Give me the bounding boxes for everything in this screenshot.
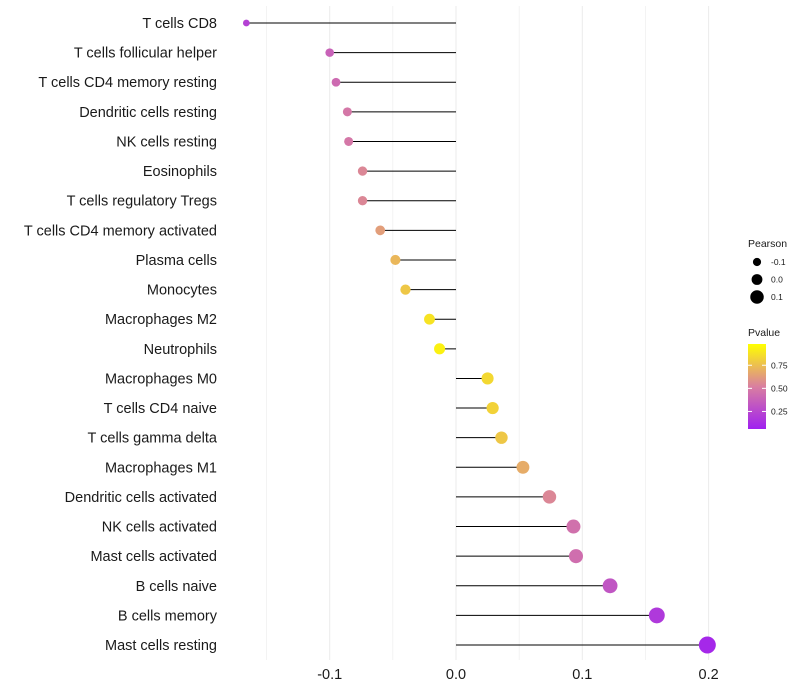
data-point: [495, 431, 508, 444]
category-label: Mast cells resting: [105, 638, 217, 654]
data-point: [542, 490, 557, 504]
category-label: T cells CD8: [142, 16, 217, 32]
grid-lines: [266, 6, 710, 660]
category-label: Dendritic cells resting: [79, 105, 217, 121]
data-point: [344, 136, 354, 146]
category-label: Macrophages M2: [105, 312, 217, 328]
category-label: Mast cells activated: [90, 549, 217, 565]
data-point: [357, 196, 368, 206]
size-legend-dot: [751, 274, 763, 285]
data-point: [486, 401, 499, 415]
size-legend-items: -0.1 0.0 0.1: [750, 257, 786, 304]
colorbar-tick-label: 0.75: [771, 360, 788, 370]
data-point: [400, 284, 411, 295]
category-labels: T cells CD8 T cells follicular helper T ce…: [24, 16, 218, 654]
lollipop-stems: [246, 22, 708, 646]
category-label: T cells CD4 naive: [104, 401, 217, 417]
category-label: Monocytes: [147, 283, 217, 299]
size-legend-dot: [752, 257, 762, 267]
category-label: T cells CD4 memory resting: [38, 75, 217, 91]
colorbar-tick-label: 0.25: [771, 406, 788, 416]
data-point: [602, 578, 618, 594]
color-legend-title: Pvalue: [748, 327, 780, 339]
x-tick-label: 0.2: [699, 667, 719, 683]
category-label: Macrophages M1: [105, 460, 217, 476]
pvalue-colorbar: [748, 344, 766, 429]
legend: Pearson -0.1 0.0 0.1 Pvalue 0.75 0.50 0.25: [748, 238, 788, 429]
lollipop-points: [242, 19, 716, 654]
category-label: NK cells activated: [102, 520, 217, 536]
data-point: [357, 166, 368, 176]
category-label: T cells CD4 memory activated: [24, 223, 217, 239]
category-label: T cells regulatory Tregs: [67, 194, 217, 210]
data-point: [566, 519, 581, 534]
data-point: [325, 48, 335, 57]
colorbar-tick-label: 0.50: [771, 383, 788, 393]
data-point: [424, 313, 435, 325]
data-point: [568, 549, 584, 564]
data-point: [434, 343, 446, 355]
size-legend-label: -0.1: [771, 257, 786, 267]
x-tick-label: 0.0: [446, 667, 466, 683]
category-label: T cells follicular helper: [74, 46, 217, 62]
category-label: T cells gamma delta: [88, 431, 218, 447]
data-point: [481, 372, 494, 385]
category-label: Macrophages M0: [105, 371, 217, 387]
category-label: Eosinophils: [143, 164, 217, 180]
data-point: [242, 19, 250, 27]
data-point: [648, 607, 665, 624]
category-label: Plasma cells: [136, 253, 217, 269]
category-label: B cells memory: [118, 608, 218, 624]
x-tick-label: -0.1: [317, 667, 342, 683]
category-label: Neutrophils: [144, 342, 217, 358]
size-legend-dot: [750, 290, 764, 304]
data-point: [331, 77, 341, 87]
category-label: NK cells resting: [116, 134, 217, 150]
data-point: [390, 254, 401, 265]
data-point: [375, 225, 386, 236]
category-label: Dendritic cells activated: [65, 490, 217, 506]
category-label: B cells naive: [136, 579, 217, 595]
size-legend-label: 0.1: [771, 292, 783, 302]
data-point: [698, 636, 716, 654]
x-tick-label: 0.1: [572, 667, 592, 683]
data-point: [516, 460, 530, 474]
x-axis-ticks: -0.1 0.0 0.1 0.2: [317, 667, 718, 683]
size-legend-title: Pearson: [748, 238, 787, 250]
data-point: [342, 107, 352, 117]
size-legend-label: 0.0: [771, 275, 783, 285]
color-legend-ticks: 0.75 0.50 0.25: [748, 360, 788, 416]
